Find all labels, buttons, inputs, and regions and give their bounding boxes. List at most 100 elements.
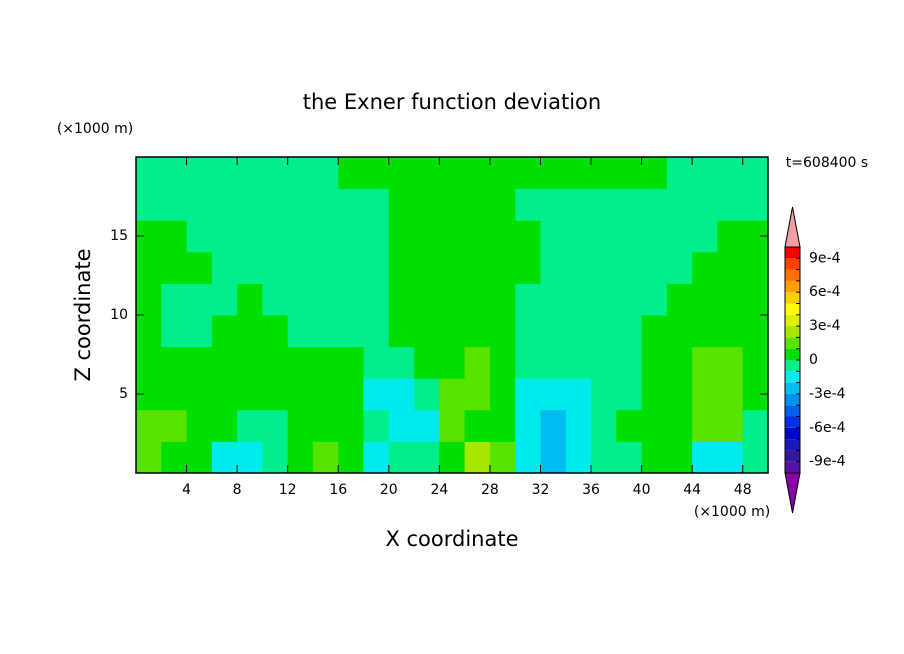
field-cell bbox=[439, 378, 466, 411]
colorbar-band bbox=[785, 371, 800, 383]
field-cell bbox=[540, 188, 567, 221]
field-cell bbox=[262, 157, 289, 190]
x-tick-label: 36 bbox=[582, 482, 600, 498]
field-cell bbox=[186, 188, 213, 221]
field-cell bbox=[666, 251, 693, 284]
field-cell bbox=[439, 157, 466, 190]
field-cell bbox=[489, 157, 516, 190]
x-tick-label: 32 bbox=[532, 482, 550, 498]
field-cell bbox=[565, 378, 592, 411]
field-cell bbox=[565, 220, 592, 253]
colorbar-band bbox=[785, 337, 800, 349]
field-cell bbox=[692, 283, 718, 316]
field-cell bbox=[211, 315, 238, 348]
field-cell bbox=[692, 315, 718, 348]
colorbar-band bbox=[785, 393, 800, 406]
field-cell bbox=[439, 346, 466, 379]
field-cell bbox=[439, 441, 466, 474]
field-cell bbox=[186, 157, 213, 190]
field-cell bbox=[489, 346, 516, 379]
field-cell bbox=[742, 251, 769, 284]
field-cell bbox=[489, 315, 516, 348]
field-cell bbox=[287, 220, 314, 253]
y-tick-label: 10 bbox=[110, 307, 128, 323]
field-cell bbox=[591, 188, 617, 221]
field-cell bbox=[464, 157, 491, 190]
field-cell bbox=[439, 315, 466, 348]
field-cell bbox=[666, 220, 693, 253]
field-cell bbox=[363, 378, 390, 411]
field-cell bbox=[186, 346, 213, 379]
field-cell bbox=[388, 378, 415, 411]
field-cell bbox=[211, 188, 238, 221]
field-cell bbox=[312, 441, 339, 474]
field-cell bbox=[414, 220, 440, 253]
field-cell bbox=[414, 441, 440, 474]
field-cell bbox=[414, 188, 440, 221]
field-cell bbox=[414, 346, 440, 379]
field-cell bbox=[565, 346, 592, 379]
colorbar-band bbox=[785, 450, 800, 462]
field-cell bbox=[717, 157, 744, 190]
colorbar-band bbox=[785, 439, 800, 451]
colorbar-label: -6e-4 bbox=[809, 420, 846, 436]
field-cell bbox=[692, 157, 718, 190]
field-cell bbox=[666, 409, 693, 442]
field-cell bbox=[338, 251, 365, 284]
colorbar-band bbox=[785, 427, 800, 440]
field-cell bbox=[211, 283, 238, 316]
field-cell bbox=[616, 441, 643, 474]
colorbar-band bbox=[785, 280, 800, 293]
field-cell bbox=[287, 157, 314, 190]
field-cell bbox=[136, 409, 162, 442]
field-cell bbox=[717, 315, 744, 348]
field-cell bbox=[616, 157, 643, 190]
colorbar-band bbox=[785, 314, 800, 327]
field-cell bbox=[464, 409, 491, 442]
field-cell bbox=[515, 188, 541, 221]
field-cell bbox=[515, 441, 541, 474]
colorbar-label: 3e-4 bbox=[809, 318, 841, 334]
field-cell bbox=[414, 378, 440, 411]
field-cell bbox=[489, 251, 516, 284]
field-cell bbox=[540, 220, 567, 253]
field-cell bbox=[388, 251, 415, 284]
field-cell bbox=[717, 283, 744, 316]
field-cell bbox=[136, 188, 162, 221]
colorbar-band bbox=[785, 348, 800, 360]
colorbar-band bbox=[785, 326, 800, 338]
field-cell bbox=[717, 346, 744, 379]
field-cell bbox=[287, 188, 314, 221]
field-cell bbox=[464, 315, 491, 348]
field-cell bbox=[414, 315, 440, 348]
field-cell bbox=[515, 283, 541, 316]
field-cell bbox=[717, 441, 744, 474]
y-tick-label: 15 bbox=[110, 228, 128, 244]
x-tick-label: 44 bbox=[683, 482, 701, 498]
field-cell bbox=[388, 409, 415, 442]
field-cell bbox=[363, 346, 390, 379]
field-cell bbox=[388, 157, 415, 190]
field-cell bbox=[287, 441, 314, 474]
field-cell bbox=[591, 251, 617, 284]
colorbar-band bbox=[785, 360, 800, 372]
field-cell bbox=[186, 378, 213, 411]
field-cell bbox=[363, 283, 390, 316]
field-cell bbox=[161, 283, 188, 316]
field-cell bbox=[363, 409, 390, 442]
field-cell bbox=[489, 220, 516, 253]
field-cell bbox=[363, 251, 390, 284]
field-cell bbox=[186, 251, 213, 284]
field-cell bbox=[717, 220, 744, 253]
field-cell bbox=[237, 441, 263, 474]
field-cell bbox=[641, 346, 668, 379]
field-cell bbox=[565, 157, 592, 190]
field-cell bbox=[237, 315, 263, 348]
field-cell bbox=[717, 378, 744, 411]
field-cell bbox=[312, 346, 339, 379]
field-cell bbox=[464, 441, 491, 474]
field-cell bbox=[641, 157, 668, 190]
x-tick-label: 12 bbox=[279, 482, 297, 498]
field-cell bbox=[692, 409, 718, 442]
field-cell bbox=[692, 441, 718, 474]
